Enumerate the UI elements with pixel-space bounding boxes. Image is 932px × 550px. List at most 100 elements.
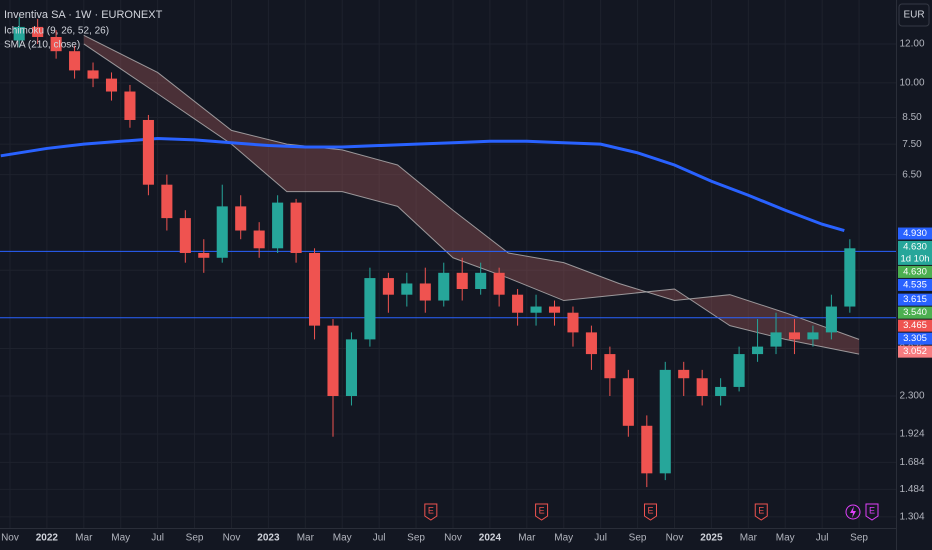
indicator-label: SMA (210, close) — [4, 40, 80, 51]
x-tick-label: Jul — [373, 533, 386, 544]
x-tick-label: Sep — [850, 533, 868, 544]
candle-body — [309, 252, 321, 326]
earnings-marker[interactable]: E — [865, 503, 879, 521]
x-tick-label: Nov — [1, 533, 19, 544]
y-tick-label: 1.924 — [899, 429, 924, 440]
candle-body — [198, 252, 210, 258]
x-tick-label: Sep — [186, 533, 204, 544]
candle-body — [456, 272, 468, 290]
indicator-label: Ichimoku (9, 26, 52, 26) — [4, 26, 109, 37]
y-tick-label: 8.50 — [902, 112, 922, 123]
dividend-icon[interactable] — [845, 504, 861, 520]
x-tick-label: Mar — [75, 533, 93, 544]
x-tick-label: 2025 — [700, 533, 723, 544]
candle-body — [733, 354, 745, 387]
candle-body — [752, 346, 764, 355]
marker-shape — [424, 503, 438, 521]
marker-label: E — [647, 505, 653, 515]
candle-body — [272, 202, 284, 249]
x-tick-label: Jul — [594, 533, 607, 544]
earnings-marker[interactable]: E — [424, 503, 438, 521]
x-tick-label: May — [111, 533, 130, 544]
price-label: 4.535 — [903, 279, 927, 290]
candle-body — [253, 230, 265, 249]
candle-body — [401, 283, 413, 295]
marker-label: E — [758, 505, 764, 515]
price-label: 3.305 — [903, 333, 927, 344]
candle-body — [807, 332, 819, 340]
candle-body — [32, 26, 44, 37]
candle-body — [567, 312, 579, 333]
candle-body — [530, 306, 542, 313]
candle-body — [87, 70, 99, 79]
x-tick-label: Nov — [666, 533, 684, 544]
candle-body — [622, 378, 634, 426]
marker-label: E — [428, 505, 434, 515]
marker-shape — [535, 503, 549, 521]
candle-body — [419, 283, 431, 301]
candle-body — [382, 278, 394, 295]
candle-body — [641, 425, 653, 474]
candle-body — [678, 369, 690, 379]
x-tick-label: Mar — [518, 533, 536, 544]
candle-body — [345, 339, 357, 397]
currency[interactable]: EUR — [903, 10, 924, 21]
x-tick-label: Mar — [740, 533, 758, 544]
candle-body — [604, 354, 616, 379]
price-label-bg — [898, 265, 932, 278]
x-tick-label: 2023 — [257, 533, 280, 544]
price-label-bg — [898, 306, 932, 319]
candle-body — [235, 206, 247, 231]
currency-button[interactable] — [898, 3, 930, 27]
candle-body — [69, 51, 81, 71]
x-tick-label: 2024 — [479, 533, 502, 544]
earnings-marker[interactable]: E — [754, 503, 768, 521]
candle-body — [659, 369, 671, 474]
candle-body — [715, 386, 727, 397]
y-tick-label: 1.684 — [899, 457, 924, 468]
chart-title: Inventiva SA · 1W · EURONEXT — [4, 9, 163, 21]
y-tick-label: 1.484 — [899, 484, 924, 495]
candle-body — [161, 184, 173, 219]
price-label: 3.465 — [903, 320, 927, 331]
icon-ring — [845, 504, 861, 520]
y-tick-label: 1.304 — [899, 512, 924, 523]
price-label-bg — [898, 319, 932, 332]
price-label: 4.630 — [903, 266, 927, 277]
candle-body — [124, 91, 136, 120]
price-label: 3.052 — [903, 346, 927, 357]
earnings-marker[interactable]: E — [643, 503, 657, 521]
candle-body — [548, 306, 561, 313]
candle-body — [825, 306, 837, 333]
x-tick-label: May — [554, 533, 573, 544]
price-label: 3.615 — [903, 294, 927, 305]
candle-body — [844, 248, 856, 307]
candle-body — [13, 26, 25, 41]
cloud-span-a — [83, 34, 860, 340]
price-label-bg — [898, 332, 932, 345]
price-label-bg — [898, 240, 932, 265]
x-tick-label: 2022 — [36, 533, 59, 544]
candle-body — [290, 202, 302, 253]
price-label-bg — [898, 278, 932, 291]
icon-bolt — [850, 506, 856, 518]
marker-shape — [865, 503, 879, 521]
y-tick-label: 2.300 — [899, 391, 924, 402]
x-tick-label: Mar — [297, 533, 315, 544]
x-tick-label: May — [776, 533, 795, 544]
earnings-marker[interactable]: E — [535, 503, 549, 521]
x-tick-label: Nov — [444, 533, 462, 544]
price-label: 4.630 — [903, 241, 927, 252]
candle-body — [493, 272, 505, 295]
x-tick-label: Sep — [629, 533, 647, 544]
y-tick-label: 12.00 — [899, 39, 924, 50]
marker-label: E — [539, 505, 545, 515]
candle-body — [327, 325, 339, 397]
countdown: 1d 10h — [900, 253, 929, 264]
candle-body — [142, 119, 154, 185]
candle-body — [696, 378, 708, 397]
price-label-bg — [898, 345, 932, 358]
x-tick-label: Nov — [223, 533, 241, 544]
